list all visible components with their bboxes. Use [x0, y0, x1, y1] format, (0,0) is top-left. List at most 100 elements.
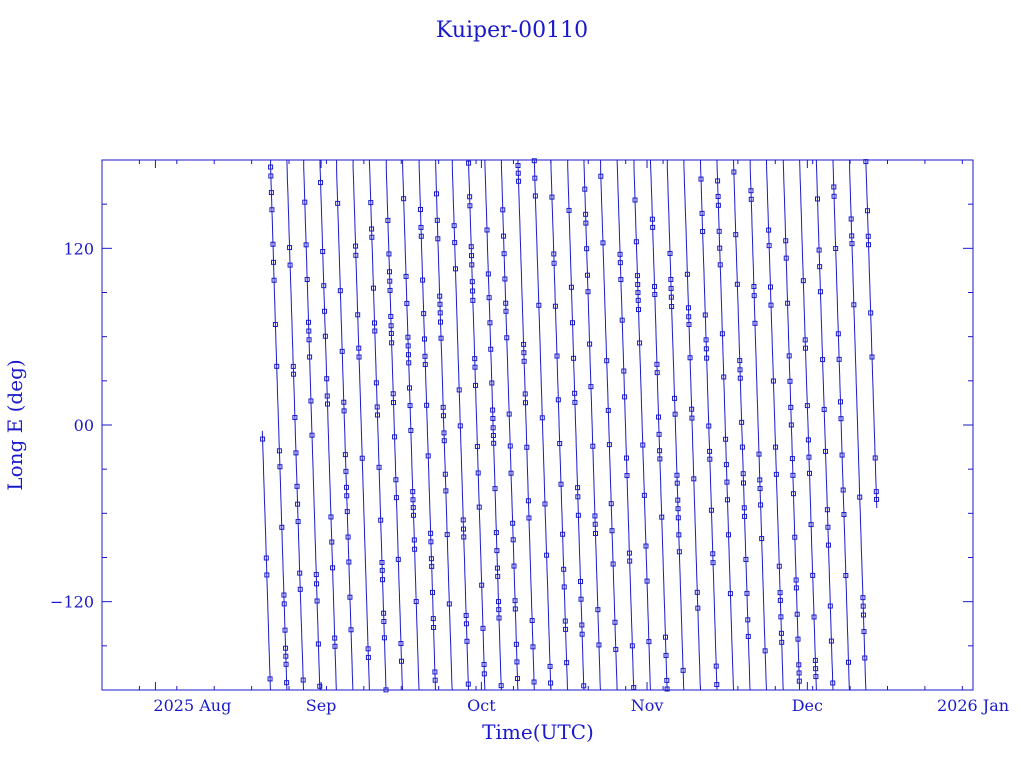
series-line [319, 160, 338, 691]
data-point [532, 175, 538, 181]
series-line [517, 160, 535, 691]
series-line [782, 160, 801, 691]
data-point [551, 260, 557, 266]
data-point [685, 305, 691, 311]
data-point [796, 678, 802, 684]
data-point [267, 676, 273, 682]
data-point [649, 216, 655, 222]
data-point [786, 353, 792, 359]
data-point [618, 277, 624, 283]
data-point [837, 399, 843, 405]
series-line [352, 160, 370, 691]
data-point [686, 321, 692, 327]
data-point [381, 635, 387, 641]
data-point [575, 485, 581, 491]
data-point [621, 368, 627, 374]
data-point [504, 335, 510, 341]
data-point [271, 259, 277, 265]
data-point [766, 227, 772, 233]
data-point [617, 260, 623, 266]
data-point [425, 453, 431, 459]
data-point [405, 334, 411, 340]
data-point [507, 443, 513, 449]
data-point [663, 652, 669, 658]
data-point [386, 269, 392, 275]
data-point [539, 415, 545, 421]
data-point [751, 283, 757, 289]
data-point [841, 512, 847, 518]
series-line [733, 160, 751, 691]
data-point [291, 371, 297, 377]
data-point [300, 677, 306, 683]
data-point [373, 380, 379, 386]
series-line [616, 160, 635, 691]
data-point [421, 336, 427, 342]
data-point [849, 241, 855, 247]
data-point [547, 663, 553, 669]
data-point [713, 663, 719, 669]
data-point [840, 487, 846, 493]
data-point [727, 591, 733, 597]
data-point [542, 501, 548, 507]
data-point [857, 494, 863, 500]
data-point [411, 537, 417, 543]
data-point [271, 277, 277, 283]
data-point [686, 314, 692, 320]
data-point [583, 220, 589, 226]
data-point [866, 242, 872, 248]
data-point [429, 563, 435, 569]
data-point [806, 454, 812, 460]
data-point [395, 556, 401, 562]
data-point [269, 207, 275, 213]
x-tick-label: 2025 Aug [153, 696, 231, 715]
data-point [495, 573, 501, 579]
data-point [474, 443, 480, 449]
data-point [430, 616, 436, 622]
data-point [404, 300, 410, 306]
series-traces [261, 159, 878, 691]
data-point [470, 297, 476, 303]
series-line [484, 160, 502, 691]
data-point [561, 566, 567, 572]
data-point [637, 340, 643, 346]
data-point [522, 400, 528, 406]
data-point [808, 522, 814, 528]
data-point [463, 621, 469, 627]
series-line [666, 160, 685, 691]
data-point [860, 612, 866, 618]
data-point [428, 539, 434, 545]
data-point [766, 243, 772, 249]
data-point [405, 352, 411, 358]
data-point [463, 612, 469, 618]
series-line [716, 160, 735, 691]
series-line [286, 160, 305, 691]
data-point [643, 543, 649, 549]
data-point [783, 238, 789, 244]
data-point [500, 207, 506, 213]
x-axis-label: Time(UTC) [482, 720, 594, 744]
data-point [318, 180, 324, 186]
data-point [494, 565, 500, 571]
data-point [635, 290, 641, 296]
data-point [717, 245, 723, 251]
data-point [521, 341, 527, 347]
data-point [268, 164, 274, 170]
data-point [839, 452, 845, 458]
data-point [650, 224, 656, 230]
series-line [468, 160, 486, 691]
data-point [355, 312, 361, 318]
data-point [596, 642, 602, 648]
data-point [790, 472, 796, 478]
data-point [609, 528, 615, 534]
data-point [552, 303, 558, 309]
data-point [703, 337, 709, 343]
data-point [583, 211, 589, 217]
data-point [737, 367, 743, 373]
data-point [773, 471, 779, 477]
data-point [675, 497, 681, 503]
data-point [460, 517, 466, 523]
data-point [486, 295, 492, 301]
data-point [381, 610, 387, 616]
data-point [515, 170, 521, 176]
series-line [303, 160, 321, 691]
